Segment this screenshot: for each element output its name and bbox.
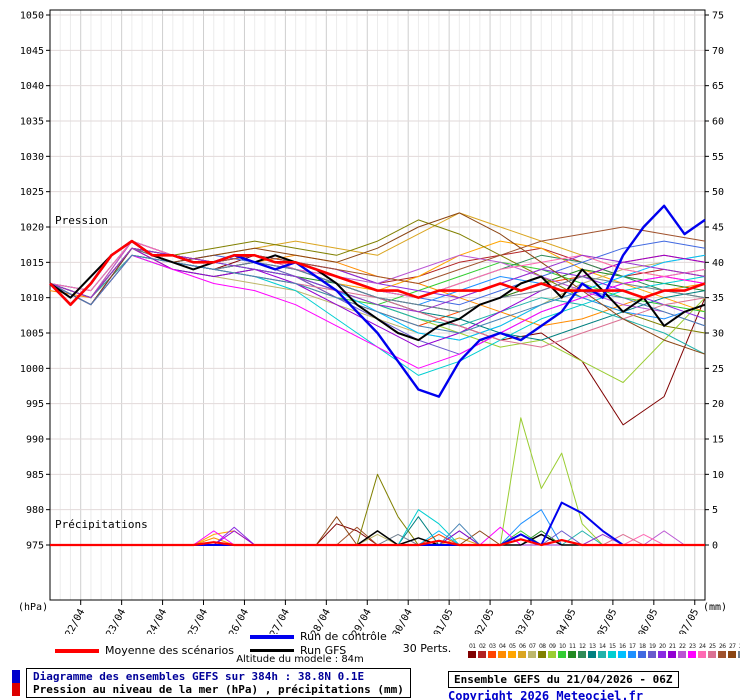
pert-swatch-13: 13 — [587, 643, 597, 658]
pert-swatch-28: 28 — [737, 643, 740, 658]
pert-swatch-19: 19 — [647, 643, 657, 658]
precip-section-label: Précipitations — [55, 518, 148, 531]
pressure-section-label: Pression — [55, 214, 108, 227]
pert-swatch-03: 03 — [487, 643, 497, 658]
svg-text:(hPa): (hPa) — [18, 602, 48, 613]
pert-swatch-11: 11 — [567, 643, 577, 658]
run-info: Ensemble GEFS du 21/04/2026 - 06Z — [448, 671, 679, 688]
svg-text:990: 990 — [26, 435, 44, 446]
mean-line-sample — [55, 648, 99, 653]
pert-color-swatches: 01 02 03 04 05 06 07 08 09 10 11 12 13 14 15 16 17 18 19 20… — [467, 643, 740, 658]
svg-text:1000: 1000 — [20, 364, 44, 375]
svg-text:1035: 1035 — [20, 117, 44, 128]
perts-count-label: 30 Perts. — [402, 642, 452, 655]
pert-swatch-16: 16 — [617, 643, 627, 658]
meteociel-flag-icon — [12, 670, 20, 696]
svg-text:0: 0 — [712, 541, 718, 552]
svg-text:50: 50 — [712, 187, 724, 198]
svg-text:35: 35 — [712, 293, 724, 304]
pressure-pert-30 — [49, 247, 706, 313]
pert-swatch-24: 24 — [697, 643, 707, 658]
svg-text:1010: 1010 — [20, 293, 44, 304]
pressure-mean — [49, 239, 706, 307]
svg-text:1015: 1015 — [20, 258, 44, 269]
ensemble-chart: 1050104510401035103010251020101510101005… — [18, 9, 727, 639]
svg-text:1020: 1020 — [20, 223, 44, 234]
mean-label: Moyenne des scénarios — [105, 644, 234, 657]
legend-runs: Run de contrôle Run GFS — [249, 629, 387, 658]
svg-text:55: 55 — [712, 152, 724, 163]
svg-text:1030: 1030 — [20, 152, 44, 163]
footer-title-box: Diagramme des ensembles GEFS sur 384h : … — [26, 668, 411, 698]
svg-text:1045: 1045 — [20, 46, 44, 57]
svg-text:1025: 1025 — [20, 187, 44, 198]
footer-run-box: Ensemble GEFS du 21/04/2026 - 06Z Copyri… — [448, 668, 679, 700]
svg-text:(mm): (mm) — [703, 602, 727, 613]
pressure-pert-21 — [49, 247, 706, 348]
pert-swatch-02: 02 — [477, 643, 487, 658]
pert-swatch-23: 23 — [687, 643, 697, 658]
svg-text:75: 75 — [712, 11, 724, 22]
pert-swatch-15: 15 — [607, 643, 617, 658]
pert-swatch-14: 14 — [597, 643, 607, 658]
copyright: Copyright 2026 Meteociel.fr — [448, 689, 644, 700]
svg-text:70: 70 — [712, 46, 724, 57]
svg-text:30: 30 — [712, 329, 724, 340]
pert-swatch-08: 08 — [537, 643, 547, 658]
altitude-note: Altitude du modele : 84m — [236, 654, 364, 665]
gfs-label: Run GFS — [299, 644, 347, 657]
control-label: Run de contrôle — [299, 630, 387, 643]
pert-swatch-22: 22 — [677, 643, 687, 658]
pert-swatch-26: 26 — [717, 643, 727, 658]
pert-swatch-05: 05 — [507, 643, 517, 658]
pert-swatch-06: 06 — [517, 643, 527, 658]
svg-text:5: 5 — [712, 505, 718, 516]
svg-text:995: 995 — [26, 399, 44, 410]
diagram-subtitle: Pression au niveau de la mer (hPa) , pré… — [33, 683, 404, 696]
svg-text:20: 20 — [712, 399, 724, 410]
svg-text:40: 40 — [712, 258, 724, 269]
svg-text:980: 980 — [26, 505, 44, 516]
pert-swatch-04: 04 — [497, 643, 507, 658]
legend-mean: Moyenne des scénarios — [55, 643, 234, 658]
svg-text:975: 975 — [26, 541, 44, 552]
footer: Diagramme des ensembles GEFS sur 384h : … — [0, 668, 740, 700]
svg-text:25: 25 — [712, 364, 724, 375]
pert-swatch-21: 21 — [667, 643, 677, 658]
svg-text:10: 10 — [712, 470, 724, 481]
legend: Moyenne des scénarios Run de contrôle Ru… — [55, 629, 740, 658]
svg-text:65: 65 — [712, 81, 724, 92]
svg-text:1005: 1005 — [20, 329, 44, 340]
pert-swatch-17: 17 — [627, 643, 637, 658]
svg-text:60: 60 — [712, 117, 724, 128]
svg-text:985: 985 — [26, 470, 44, 481]
diagram-title: Diagramme des ensembles GEFS sur 384h : … — [33, 670, 365, 683]
gfs-line-sample — [249, 649, 294, 652]
pert-swatch-12: 12 — [577, 643, 587, 658]
svg-text:1040: 1040 — [20, 81, 44, 92]
control-line-sample — [249, 634, 294, 639]
pert-swatch-25: 25 — [707, 643, 717, 658]
svg-text:1050: 1050 — [20, 11, 44, 22]
pert-swatch-07: 07 — [527, 643, 537, 658]
svg-text:15: 15 — [712, 435, 724, 446]
pert-swatch-27: 27 — [727, 643, 737, 658]
pressure-gfs — [49, 240, 706, 342]
pert-swatch-20: 20 — [657, 643, 667, 658]
pert-swatch-01: 01 — [467, 643, 477, 658]
precip-mean — [50, 538, 705, 547]
pert-swatch-10: 10 — [557, 643, 567, 658]
pert-swatch-09: 09 — [547, 643, 557, 658]
pert-swatch-18: 18 — [637, 643, 647, 658]
svg-text:45: 45 — [712, 223, 724, 234]
